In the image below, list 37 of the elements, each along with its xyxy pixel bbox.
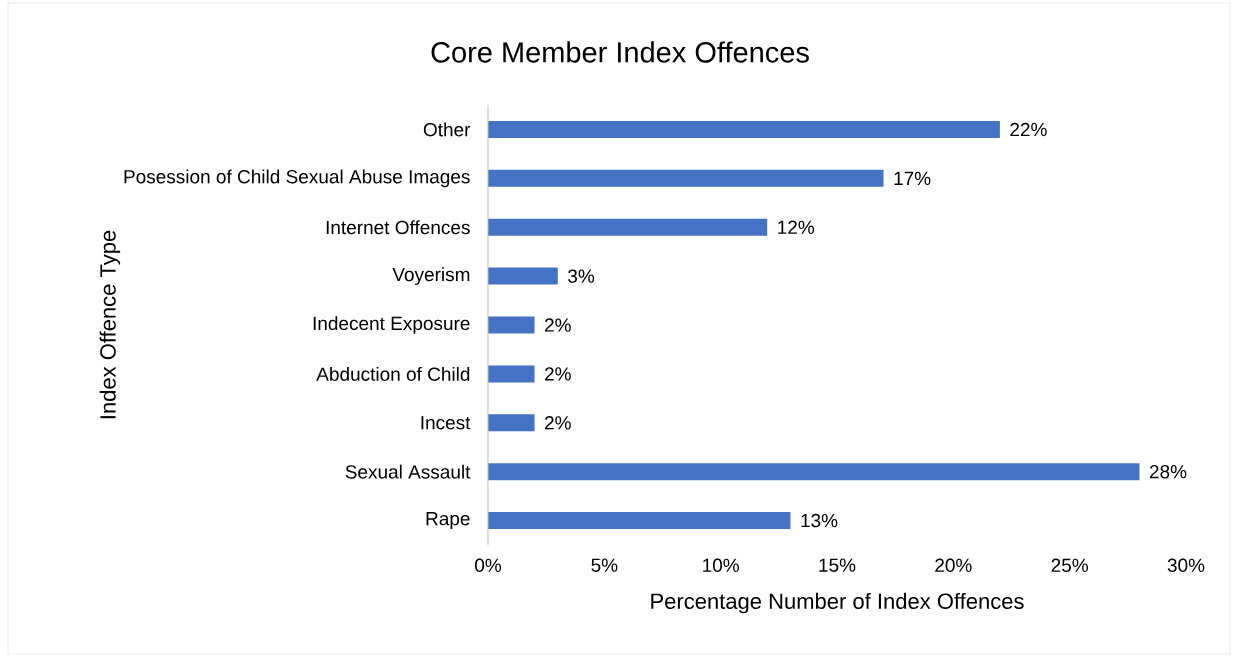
bar — [488, 169, 884, 187]
data-label: 22% — [1010, 122, 1047, 137]
x-tick-label: 5% — [591, 558, 618, 572]
data-label: 2% — [545, 367, 571, 381]
data-label: 2% — [545, 318, 571, 332]
bar — [488, 463, 1140, 481]
data-label: 13% — [801, 513, 838, 528]
y-tick-label: Rape — [426, 512, 470, 530]
y-axis-title: Index Offence Type — [99, 230, 121, 419]
x-tick-label: 10% — [703, 558, 739, 572]
y-tick-label: Internet Offences — [326, 220, 470, 235]
bar — [488, 414, 535, 432]
bar — [488, 218, 768, 236]
x-axis-title: Percentage Number of Index Offences — [651, 592, 1024, 614]
y-tick-label: Abduction of Child — [316, 366, 470, 381]
data-label: 2% — [545, 416, 571, 430]
y-tick-label: Incest — [421, 416, 471, 430]
x-tick-label: 30% — [1167, 558, 1205, 572]
chart-title: Core Member Index Offences — [431, 41, 809, 63]
data-label: 17% — [894, 171, 931, 185]
data-label: 12% — [778, 220, 815, 234]
bar — [488, 512, 791, 530]
data-label: 28% — [1149, 464, 1187, 479]
bar — [488, 316, 535, 334]
y-tick-label: Posession of Child Sexual Abuse Images — [124, 169, 470, 188]
x-tick-label: 15% — [819, 558, 856, 572]
y-tick-label: Sexual Assault — [345, 464, 471, 479]
y-tick-label: Indecent Exposure — [313, 316, 470, 334]
x-tick-label: 25% — [1051, 558, 1088, 572]
bar — [488, 120, 1000, 138]
y-tick-label: Voyerism — [392, 267, 470, 285]
bar — [488, 267, 558, 285]
data-label: 3% — [568, 269, 595, 283]
x-tick-label: 20% — [935, 558, 972, 572]
bar — [488, 365, 535, 383]
y-tick-label: Other — [423, 122, 471, 137]
x-tick-label: 0% — [475, 558, 502, 572]
